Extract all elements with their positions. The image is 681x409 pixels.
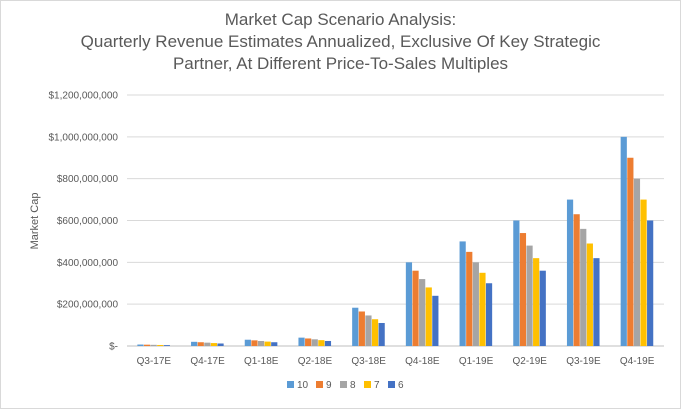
bar xyxy=(472,262,479,346)
chart-title-line-1: Market Cap Scenario Analysis: xyxy=(224,10,457,29)
bar xyxy=(244,339,251,346)
bar xyxy=(257,340,265,346)
bar xyxy=(539,270,546,346)
bar xyxy=(264,341,271,346)
bar xyxy=(533,258,540,346)
chart-title: Market Cap Scenario Analysis: Quarterly … xyxy=(0,9,681,75)
bar xyxy=(197,342,204,346)
y-tick-label: $600,000,000 xyxy=(57,216,119,227)
y-axis-ticks: $- $200,000,000 $400,000,000 $600,000,000 $8… xyxy=(48,91,118,353)
bar xyxy=(378,322,385,346)
x-tick-label: Q4-17E xyxy=(190,356,225,367)
x-tick-label: Q1-18E xyxy=(244,356,279,367)
bar xyxy=(459,241,466,346)
bar xyxy=(210,343,218,346)
legend-swatch xyxy=(287,381,294,388)
bar xyxy=(157,344,164,346)
y-tick-label: $400,000,000 xyxy=(57,258,119,269)
bar xyxy=(251,340,258,346)
bar xyxy=(640,199,647,346)
bar xyxy=(271,342,278,346)
x-tick-label: Q3-17E xyxy=(137,356,172,367)
y-tick-label: $- xyxy=(109,342,118,353)
bar xyxy=(191,341,198,346)
bar xyxy=(620,136,627,346)
bar xyxy=(217,343,224,346)
bar xyxy=(358,311,365,346)
x-tick-label: Q1-19E xyxy=(459,356,494,367)
bar xyxy=(593,258,600,346)
legend-label: 7 xyxy=(374,380,380,391)
bar xyxy=(419,279,426,346)
bar xyxy=(318,340,325,346)
bar xyxy=(485,283,493,346)
bar xyxy=(311,339,318,346)
chart-title-line-2: Quarterly Revenue Estimates Annualized, … xyxy=(80,32,601,51)
bar xyxy=(405,262,413,346)
bar xyxy=(365,315,372,346)
bar xyxy=(371,319,379,346)
x-tick-label: Q4-18E xyxy=(405,356,440,367)
bar xyxy=(647,220,654,346)
bar xyxy=(150,344,157,346)
bar xyxy=(466,251,473,346)
bar xyxy=(163,345,170,346)
x-tick-label: Q3-18E xyxy=(351,356,386,367)
legend-label: 9 xyxy=(326,380,332,391)
bar xyxy=(513,220,520,346)
bar xyxy=(580,228,587,346)
bar xyxy=(586,243,593,346)
y-tick-label: $800,000,000 xyxy=(57,174,119,185)
bar xyxy=(324,340,332,346)
bar xyxy=(137,344,144,346)
x-tick-label: Q2-18E xyxy=(298,356,333,367)
bar xyxy=(526,245,533,346)
legend: 10 9 8 7 6 xyxy=(287,380,404,391)
bar xyxy=(425,287,432,346)
bar-groups xyxy=(137,136,654,346)
x-tick-label: Q3-19E xyxy=(566,356,601,367)
y-tick-label: $1,200,000,000 xyxy=(48,91,118,102)
y-tick-label: $200,000,000 xyxy=(57,300,119,311)
bar xyxy=(566,199,574,346)
legend-swatch xyxy=(316,381,323,388)
legend-label: 10 xyxy=(297,380,309,391)
y-tick-label: $1,000,000,000 xyxy=(48,132,118,143)
bar xyxy=(519,233,527,346)
bar xyxy=(627,157,634,346)
x-tick-label: Q4-19E xyxy=(620,356,655,367)
bar xyxy=(412,270,419,346)
x-tick-label: Q2-19E xyxy=(513,356,548,367)
bar xyxy=(633,178,641,346)
legend-swatch xyxy=(388,381,395,388)
bar xyxy=(573,214,580,346)
bar xyxy=(479,272,486,346)
legend-label: 6 xyxy=(398,380,404,391)
bar xyxy=(305,338,312,346)
bar xyxy=(352,307,359,346)
x-axis-ticks: Q3-17E Q4-17E Q1-18E Q2-18E Q3-18E Q4-18E Q1-1… xyxy=(137,356,655,367)
y-axis-label: Market Cap xyxy=(29,193,41,250)
bar xyxy=(143,344,151,346)
chart-title-line-3: Partner, At Different Price-To-Sales Mul… xyxy=(172,54,509,73)
bar xyxy=(298,337,305,346)
bar xyxy=(204,342,211,346)
bar xyxy=(432,295,439,346)
legend-swatch xyxy=(340,381,347,388)
legend-swatch xyxy=(364,381,371,388)
legend-label: 8 xyxy=(350,380,356,391)
